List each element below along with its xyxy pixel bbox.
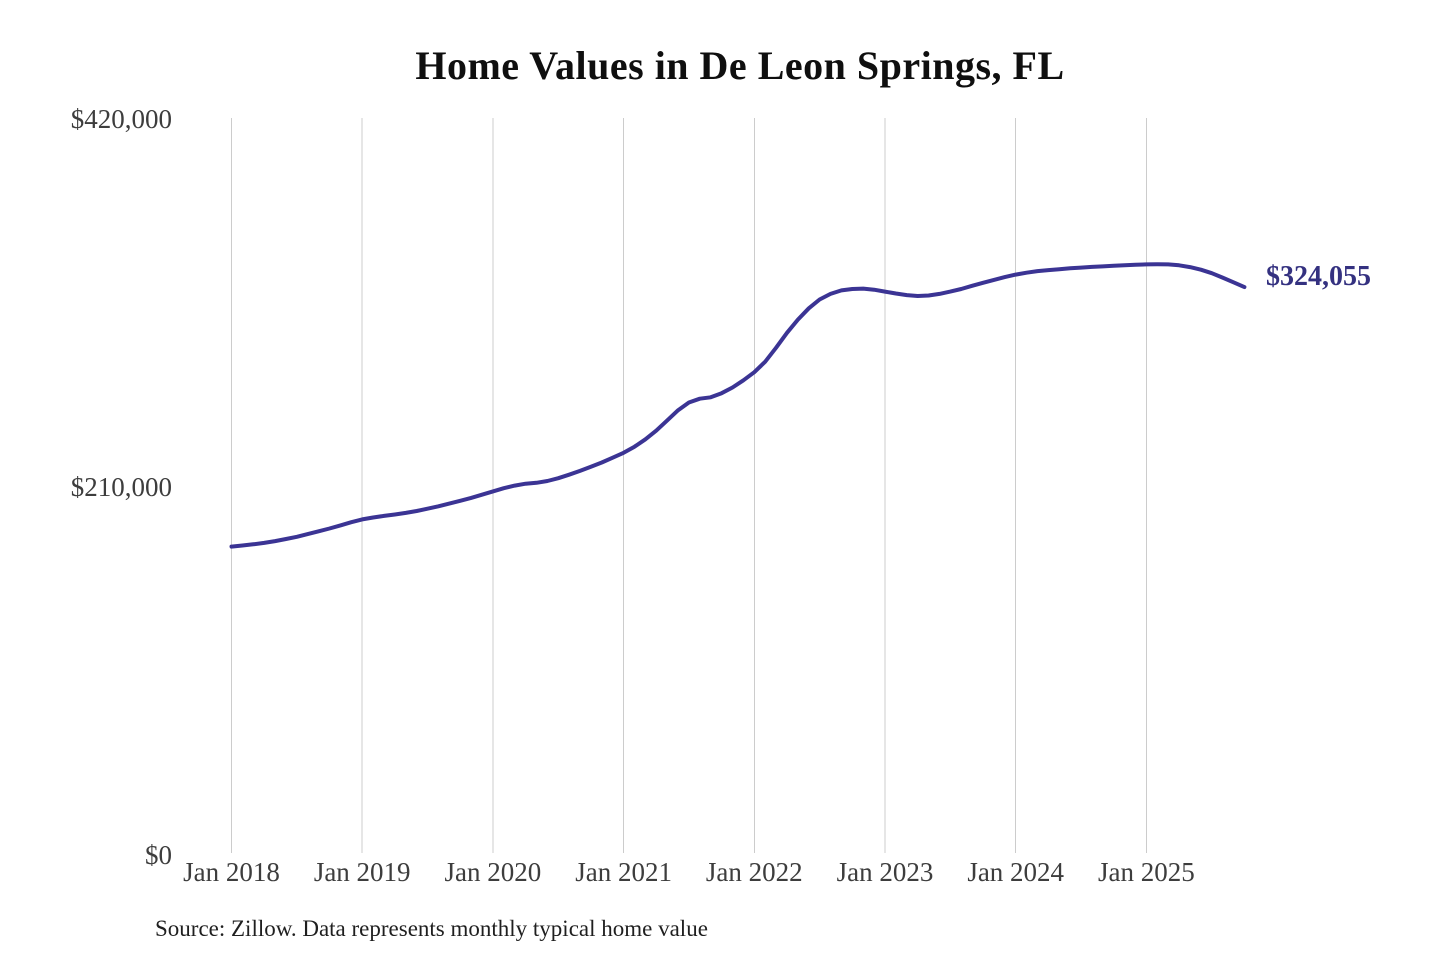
x-tick-label: Jan 2021 [575,857,672,887]
home-value-line [229,262,1247,549]
x-tick-label: Jan 2020 [445,857,542,887]
x-tick-label: Jan 2023 [837,857,934,887]
y-tick-label: $420,000 [71,104,172,134]
latest-value-label: $324,055 [1266,261,1371,292]
x-tick-label: Jan 2025 [1098,857,1195,887]
y-tick-label: $210,000 [71,472,172,502]
x-tick-label: Jan 2024 [967,857,1064,887]
x-tick-label: Jan 2018 [183,857,280,887]
x-tick-label: Jan 2019 [314,857,411,887]
source-note: Source: Zillow. Data represents monthly … [155,916,708,941]
chart-title: Home Values in De Leon Springs, FL [415,43,1065,88]
x-tick-label: Jan 2022 [706,857,803,887]
y-tick-label: $0 [145,840,172,870]
